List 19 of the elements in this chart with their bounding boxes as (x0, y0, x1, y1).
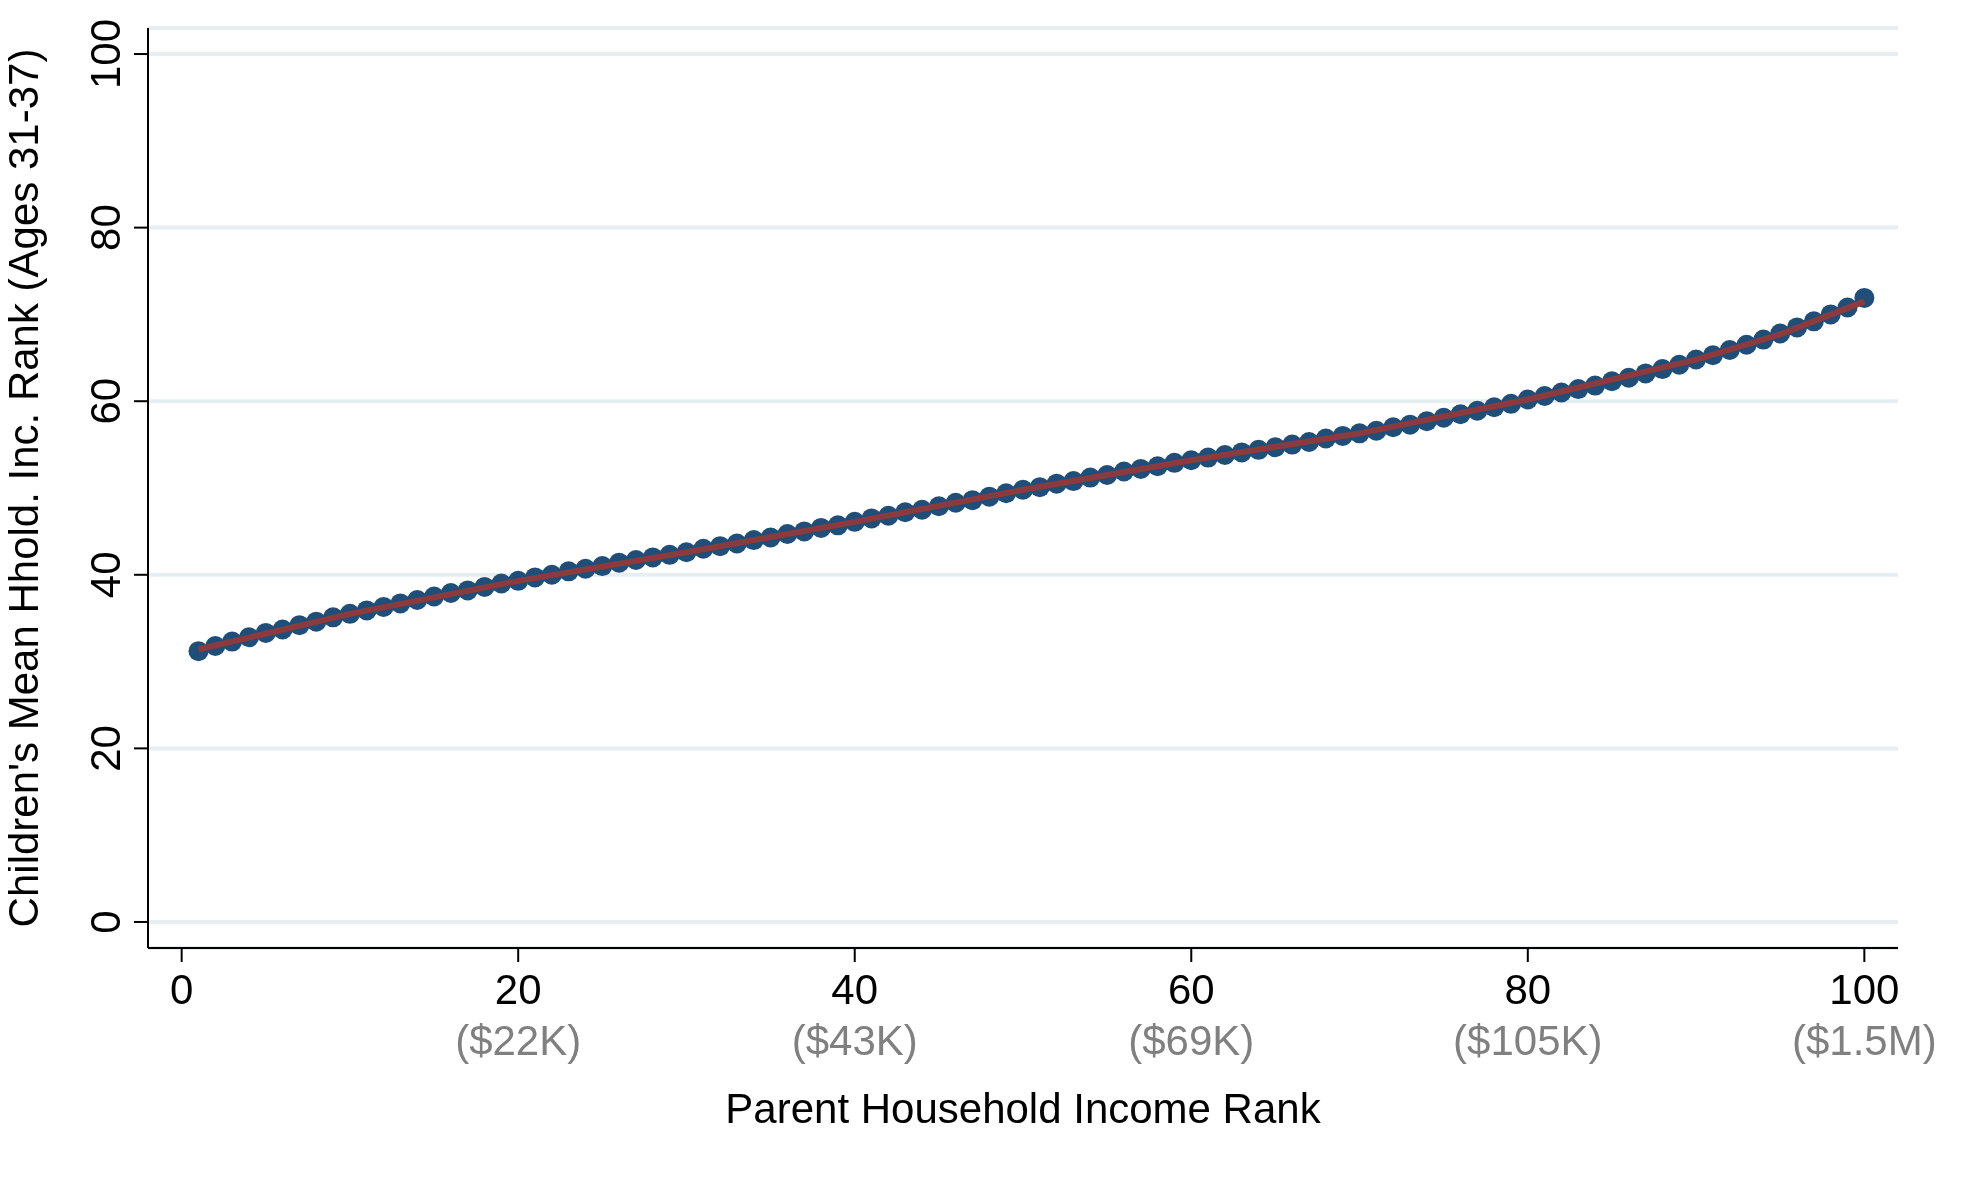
y-tick-label: 60 (82, 377, 129, 425)
x-tick-label: 40 (831, 966, 879, 1013)
x-tick-label: 20 (494, 966, 542, 1013)
x-tick-label: 60 (1167, 966, 1215, 1013)
y-tick-label: 20 (82, 725, 129, 772)
x-axis-title: Parent Household Income Rank (725, 1085, 1322, 1132)
text: ($22K) (455, 1017, 582, 1064)
x-tick-label: 100 (1829, 966, 1900, 1013)
text: ($105K) (1453, 1017, 1603, 1064)
y-tick-label: 0 (82, 910, 129, 934)
y-tick-label: 100 (82, 19, 129, 90)
y-tick-label: 80 (82, 204, 129, 251)
text: ($69K) (1128, 1017, 1255, 1064)
x-tick-label: 80 (1504, 966, 1552, 1013)
text: ($43K) (791, 1017, 918, 1064)
text: ($1.5M) (1791, 1017, 1937, 1064)
y-tick-label: 40 (82, 551, 129, 599)
x-tick-label: 0 (169, 966, 194, 1013)
y-axis-title: Children's Mean Hhold. Inc. Rank (Ages 31-37) (0, 48, 47, 928)
